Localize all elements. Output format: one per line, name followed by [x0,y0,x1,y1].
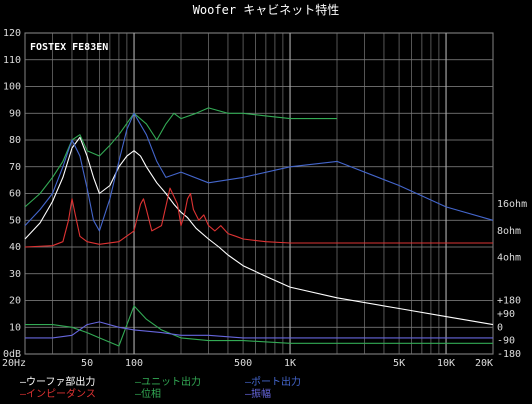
series-line-3 [24,112,494,232]
right-tick-label: 16ohm [497,199,527,210]
x-tick-label: 500 [234,358,252,369]
right-tick-label: -180 [497,349,521,360]
x-tick-label: 5K [393,358,405,369]
y-tick-label: 30 [9,269,21,280]
series-line-4 [24,187,493,248]
x-tick-label: 1K [284,358,296,369]
y-tick-label: 20 [9,296,21,307]
y-tick-label: 60 [9,189,21,200]
y-tick-label: 70 [9,162,21,173]
y-tick-label: 0dB [3,349,21,360]
series-line-5 [25,305,493,347]
legend-item: —インピーダンス [20,387,96,400]
chart-title: Woofer キャビネット特性 [193,2,340,17]
right-tick-label: 8ohm [497,226,521,237]
x-tick-label: 10K [437,358,455,369]
right-tick-label: -90 [497,336,515,347]
right-tick-label: +180 [497,296,521,307]
x-tick-label: 100 [125,358,143,369]
x-tick-label: 20Hz [2,358,26,369]
right-tick-label: 4ohm [497,253,521,264]
legend-item: —ポート出力 [245,375,301,388]
legend-item: —ウーファ部出力 [20,375,95,388]
y-tick-label: 120 [3,28,21,39]
legend-item: —位相 [135,387,161,400]
legend: —ウーファ部出力 —ユニット出力 —ポート出力 —インピーダンス —位相 —振幅 [20,375,301,400]
right-tick-label: 0 [497,322,503,333]
y-tick-label: 90 [9,108,21,119]
y-tick-label: 10 [9,322,21,333]
x-tick-label: 50 [81,358,93,369]
right-tick-label: +90 [497,309,515,320]
y-tick-label: 40 [9,242,21,253]
legend-item: —振幅 [245,387,271,400]
series-line-1 [24,136,494,326]
y-tick-label: 100 [3,82,21,93]
axes: 0dB 10 20 30 40 50 60 70 80 90 100 110 120 20Hz 50 100 5… [2,28,527,369]
series-line-2 [24,107,337,208]
y-tick-label: 80 [9,135,21,146]
legend-item: —ユニット出力 [135,375,201,388]
y-tick-label: 110 [3,55,21,66]
series-line-6 [25,321,493,339]
x-tick-label: 20K [475,358,493,369]
chart-annotation: FOSTEX FE83EN [30,42,108,53]
grid [24,32,494,355]
series-group [24,107,494,347]
y-tick-label: 50 [9,215,21,226]
